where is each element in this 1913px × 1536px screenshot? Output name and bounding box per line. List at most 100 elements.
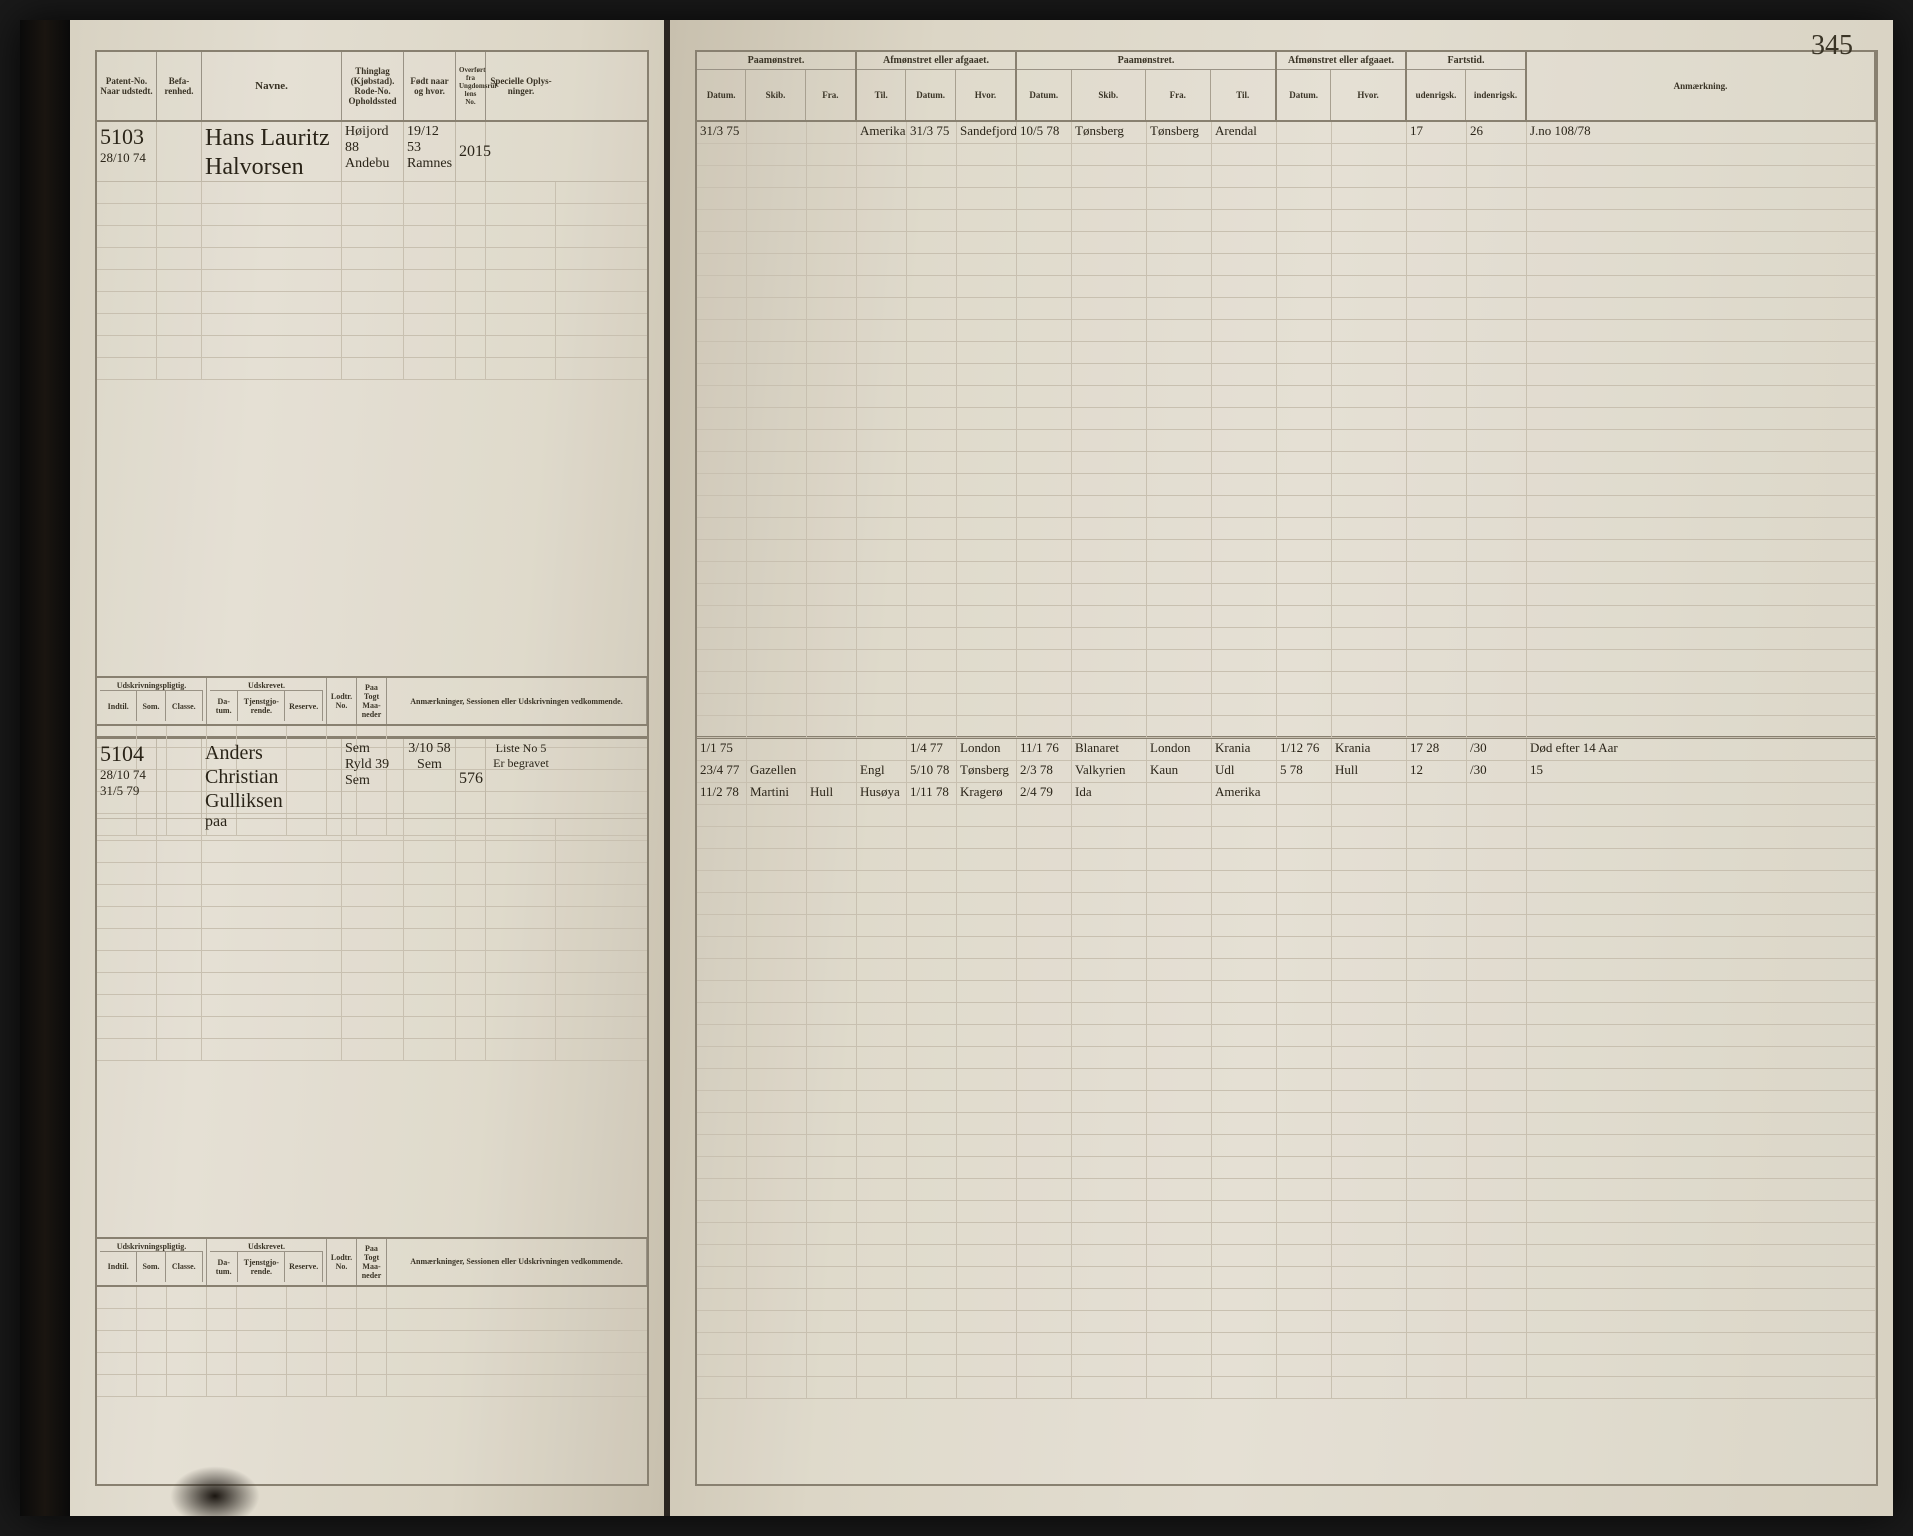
right-cell [907, 540, 957, 561]
right-cell [1212, 1025, 1277, 1046]
anmaerkning-cell [1527, 1003, 1876, 1024]
right-cell [1147, 1135, 1212, 1156]
right-cell [1212, 1245, 1277, 1266]
right-cell [857, 1025, 907, 1046]
right-cell [1212, 276, 1277, 297]
right-cell [957, 628, 1017, 649]
right-cell [1332, 1047, 1407, 1068]
anmaerkning-cell [1527, 276, 1876, 297]
right-cell [957, 1311, 1017, 1332]
right-cell [747, 1377, 807, 1398]
right-cell [747, 1311, 807, 1332]
right-cell [1017, 1267, 1072, 1288]
subtable-1: Udskrivningspligtig. Indtil. Som. Classe… [97, 676, 647, 726]
ruled-line [97, 995, 647, 1017]
anmaerkning-cell: 15 [1527, 761, 1876, 782]
right-cell [697, 1069, 747, 1090]
right-cell [907, 342, 957, 363]
right-cell [1072, 1157, 1147, 1178]
right-cell [1277, 210, 1332, 231]
right-cell [807, 1047, 857, 1068]
right-cell [1147, 1179, 1212, 1200]
right-cell [747, 871, 807, 892]
right-cell [747, 1025, 807, 1046]
right-cell [1467, 805, 1527, 826]
right-data-row [697, 871, 1876, 893]
right-cell [1332, 1025, 1407, 1046]
right-cell [807, 937, 857, 958]
right-cell [1277, 871, 1332, 892]
right-cell: Tønsberg [957, 761, 1017, 782]
ruled-line [97, 226, 647, 248]
patent-no: 5104 [100, 741, 144, 767]
right-cell [1467, 474, 1527, 495]
right-cell [1072, 1223, 1147, 1244]
right-cell: Hull [1332, 761, 1407, 782]
right-cell [957, 1003, 1017, 1024]
st-lodtr: Lodtr. No. [327, 678, 357, 724]
right-cell [1017, 716, 1072, 737]
right-cell [1072, 584, 1147, 605]
right-cell [747, 959, 807, 980]
right-cell [957, 1135, 1017, 1156]
right-cell [957, 364, 1017, 385]
st-udskrevet: Udskrevet. Da- tum. Tjenstgjo- rende. Re… [207, 1239, 327, 1285]
right-cell [1277, 1267, 1332, 1288]
right-cell [807, 694, 857, 715]
right-cell [1277, 606, 1332, 627]
right-cell [747, 915, 807, 936]
right-cell [1407, 1245, 1467, 1266]
right-cell [697, 210, 747, 231]
ledger-book: Patent-No. Naar udstedt. Befa- renhed. N… [20, 20, 1893, 1516]
subtable-2: Udskrivningspligtig. Indtil. Som. Classe… [97, 1237, 647, 1287]
right-cell [1332, 1135, 1407, 1156]
right-cell [1147, 1333, 1212, 1354]
right-cell [857, 1091, 907, 1112]
right-cell [1277, 342, 1332, 363]
right-cell [1147, 1113, 1212, 1134]
right-data-rows-2: 1/1 751/4 77London11/1 76BlanaretLondonK… [697, 739, 1876, 1399]
right-cell [1212, 650, 1277, 671]
right-cell [1332, 849, 1407, 870]
right-cell [1212, 1333, 1277, 1354]
thinglag-cell: Sem Ryld 39 Sem [342, 739, 404, 818]
right-cell [697, 1003, 747, 1024]
right-cell [1017, 232, 1072, 253]
right-cell [1072, 1069, 1147, 1090]
right-cell [1017, 144, 1072, 165]
right-cell [1467, 1047, 1527, 1068]
right-data-row [697, 1201, 1876, 1223]
right-cell [1017, 408, 1072, 429]
right-cell [907, 1069, 957, 1090]
right-data-row [697, 144, 1876, 166]
right-cell [1072, 1179, 1147, 1200]
right-data-row [697, 364, 1876, 386]
ruled-line [97, 1039, 647, 1061]
left-ruled-area: Patent-No. Naar udstedt. Befa- renhed. N… [95, 50, 649, 1486]
anmaerkning-cell [1527, 254, 1876, 275]
right-cell [697, 849, 747, 870]
right-cell [907, 1223, 957, 1244]
right-cell [807, 1223, 857, 1244]
anmaerkning-cell [1527, 320, 1876, 341]
right-cell [957, 562, 1017, 583]
right-cell [1072, 1201, 1147, 1222]
right-cell [1467, 1113, 1527, 1134]
right-data-row [697, 1289, 1876, 1311]
specielle-cell [486, 122, 556, 181]
right-cell [747, 739, 807, 760]
right-cell [857, 981, 907, 1002]
right-cell [1277, 166, 1332, 187]
right-cell [857, 496, 907, 517]
ruled-line [97, 907, 647, 929]
right-cell [697, 893, 747, 914]
right-data-row [697, 1091, 1876, 1113]
right-cell [807, 144, 857, 165]
right-cell [1212, 672, 1277, 693]
right-cell [1147, 562, 1212, 583]
right-cell [697, 1047, 747, 1068]
right-cell [1017, 518, 1072, 539]
right-cell [1277, 540, 1332, 561]
right-cell [1277, 1223, 1332, 1244]
right-cell [697, 628, 747, 649]
